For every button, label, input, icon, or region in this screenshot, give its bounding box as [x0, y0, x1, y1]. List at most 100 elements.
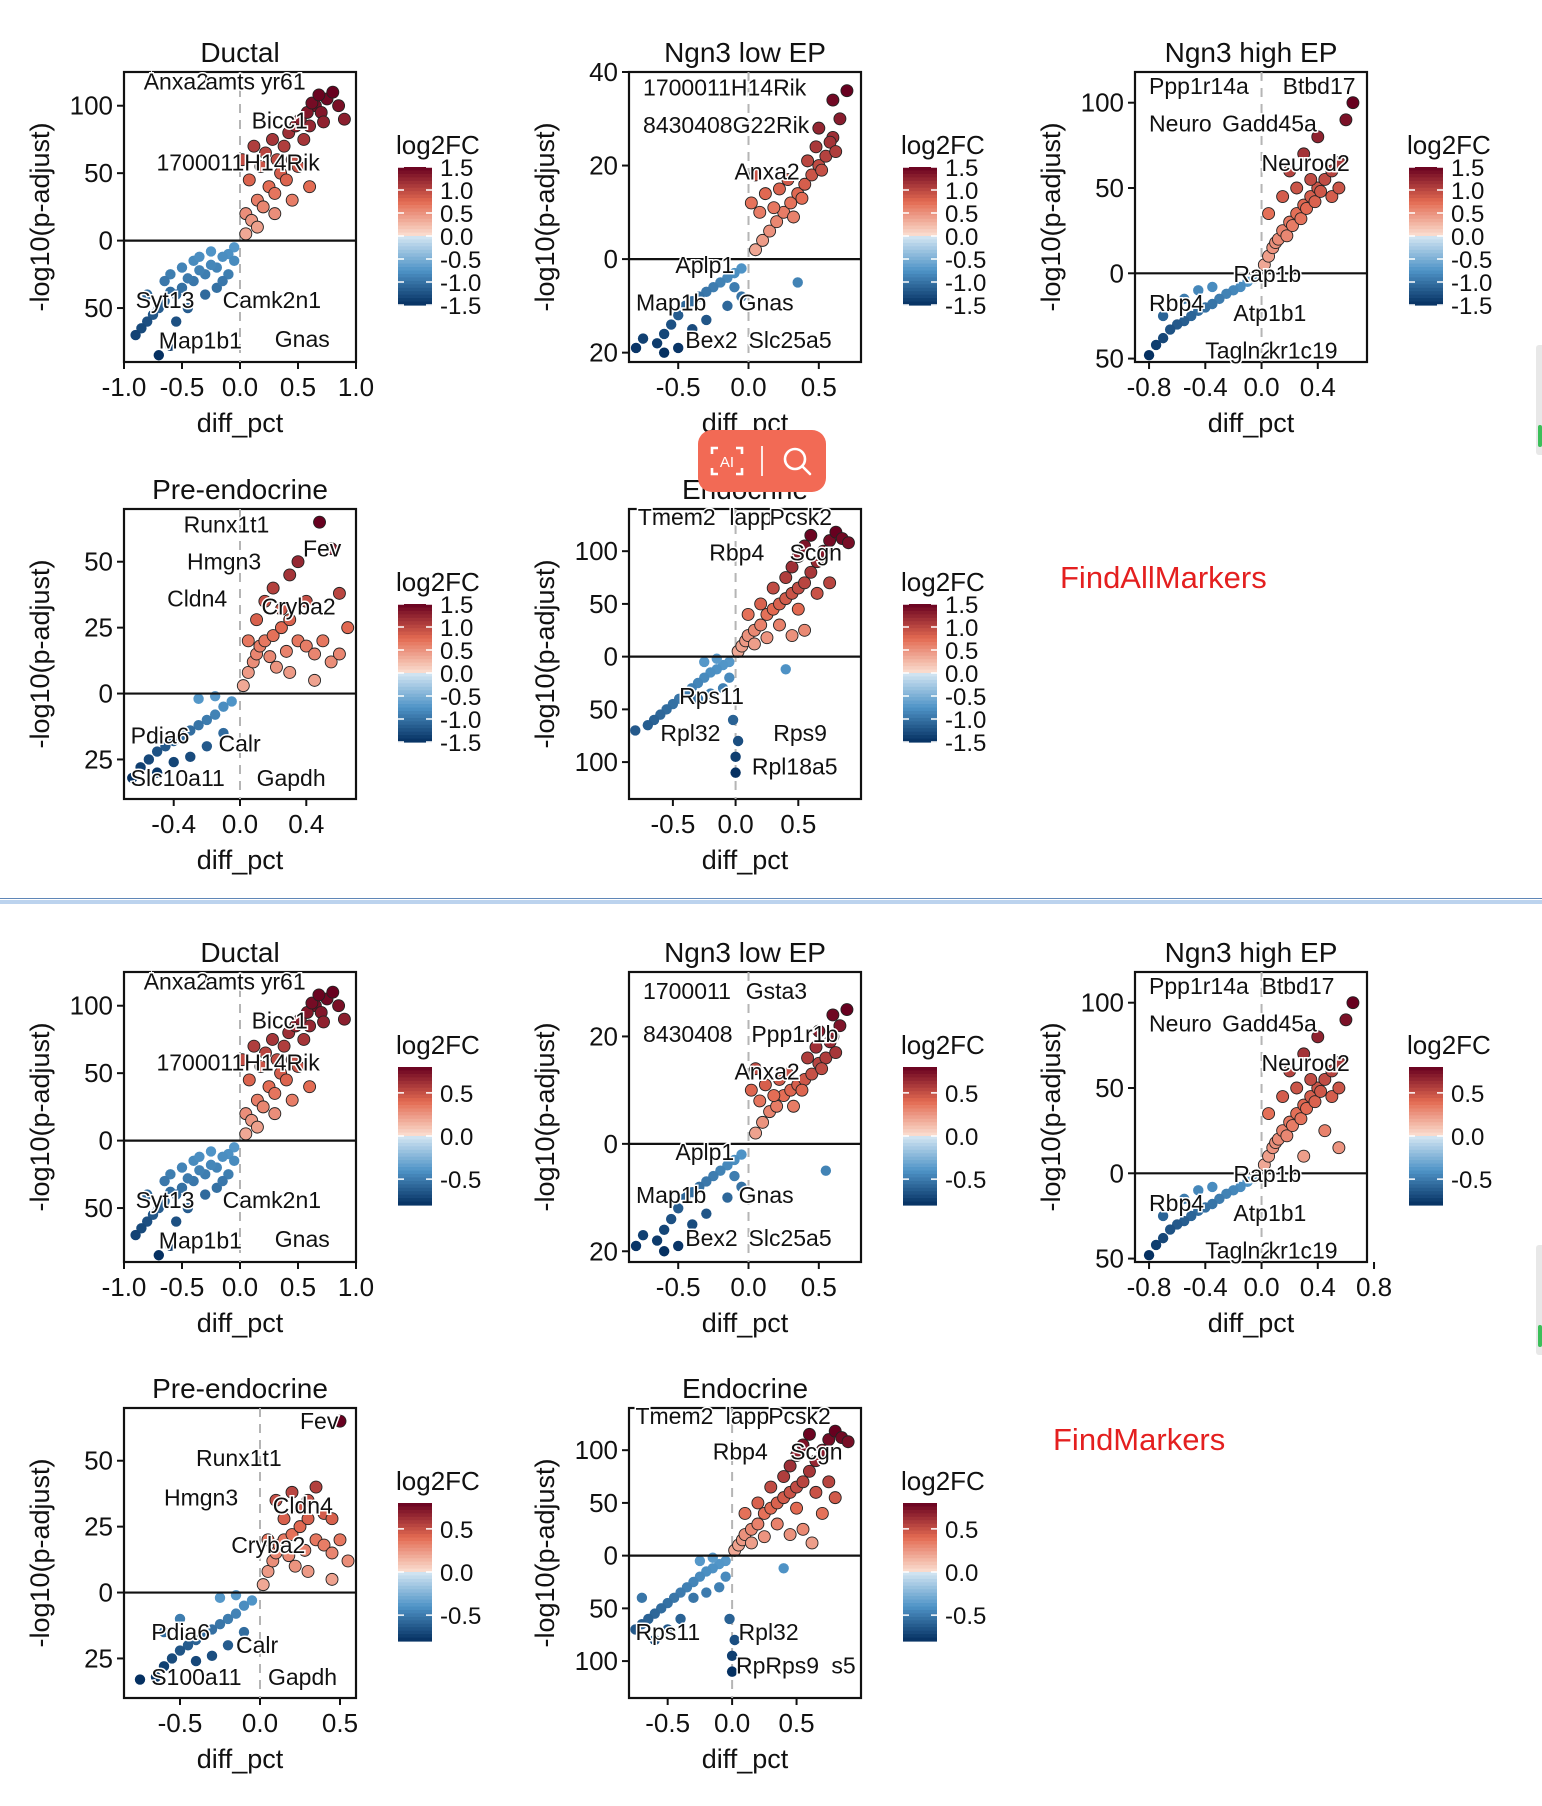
legend-color-step	[903, 1513, 937, 1518]
point-down	[708, 1170, 719, 1182]
legend-color-step	[1409, 194, 1443, 199]
legend-color-step	[398, 1139, 432, 1144]
legend-tick-label: -0.5	[945, 247, 986, 274]
y-tick-label: 0	[604, 642, 618, 672]
legend-color-step	[903, 714, 937, 719]
point-up	[1332, 1081, 1346, 1095]
point-down	[1193, 285, 1204, 296]
point-up	[784, 196, 798, 210]
point-up	[1297, 1047, 1311, 1061]
point-down	[658, 328, 670, 340]
point-up	[815, 1443, 829, 1457]
point-up	[1339, 1013, 1353, 1027]
legend-color-step	[398, 1561, 432, 1566]
point-down	[724, 1613, 735, 1625]
legend-color-step	[398, 277, 432, 282]
point-up	[326, 85, 340, 99]
point-up	[787, 1099, 800, 1113]
y-tick-label: 25	[84, 1512, 113, 1542]
legend-color-step	[398, 249, 432, 254]
point-down	[1143, 349, 1155, 361]
point-down	[217, 1151, 228, 1162]
side-scroll-tab[interactable]	[1536, 1245, 1542, 1355]
point-up	[242, 173, 256, 187]
legend-color-step	[1409, 167, 1443, 172]
legend-color-step	[903, 1534, 937, 1539]
legend-color-step	[398, 284, 432, 289]
point-up	[256, 1100, 270, 1114]
ai-scan-icon[interactable]: AI	[707, 441, 747, 481]
legend-color-step	[398, 1163, 432, 1168]
point-down	[630, 1624, 641, 1635]
x-tick-label: 0.0	[1243, 372, 1279, 402]
legend-color-step	[398, 1609, 432, 1614]
legend-color-step	[1409, 1201, 1443, 1206]
point-up	[810, 586, 824, 600]
legend-color-step	[903, 1080, 937, 1085]
x-tick-label: 0.5	[280, 372, 316, 402]
point-up	[261, 1533, 275, 1547]
x-tick-label: 0.8	[1356, 1272, 1392, 1302]
point-down	[792, 277, 803, 288]
panel-title: Pre-endocrine	[152, 474, 328, 505]
point-down	[246, 1595, 258, 1606]
search-icon[interactable]	[777, 441, 817, 481]
legend-color-step	[398, 669, 432, 674]
point-up	[277, 1512, 291, 1526]
point-up	[270, 660, 283, 674]
point-up	[301, 1512, 315, 1526]
legend-color-step	[398, 1637, 432, 1642]
gene-label: s5	[831, 1653, 855, 1679]
point-up	[809, 140, 823, 154]
plot-area	[1133, 970, 1369, 1264]
point-up	[247, 139, 261, 153]
point-down	[218, 701, 229, 712]
y-tick-label: 0	[1110, 1158, 1124, 1188]
plot-area	[627, 70, 863, 364]
point-up	[766, 581, 780, 595]
legend-color-step	[903, 1599, 937, 1604]
legend-title: log2FC	[1407, 130, 1491, 160]
point-up	[785, 629, 799, 642]
plot-area	[1133, 70, 1369, 364]
legend-color-step	[1409, 1077, 1443, 1082]
point-up	[239, 1127, 253, 1141]
legend-color-step	[1409, 1070, 1443, 1075]
point-down	[1157, 310, 1169, 322]
legend-tick-label: -0.5	[1451, 1167, 1492, 1194]
point-up	[235, 153, 249, 167]
legend-color-step	[398, 721, 432, 726]
legend-color-step	[398, 1173, 432, 1178]
point-up	[763, 224, 777, 238]
point-up	[805, 1536, 819, 1550]
panel-title: Ductal	[200, 37, 279, 68]
legend-tick-label: -0.5	[1451, 247, 1492, 274]
point-up	[1276, 190, 1290, 203]
legend-color-step	[903, 669, 937, 674]
legend-color-step	[398, 1070, 432, 1075]
point-down	[692, 693, 704, 705]
point-up	[337, 1012, 351, 1026]
point-up	[753, 1094, 767, 1108]
point-up	[268, 186, 282, 200]
legend-color-step	[903, 229, 937, 234]
point-down	[1207, 1181, 1218, 1193]
y-tick-label: 0	[604, 1541, 618, 1571]
legend-color-step	[903, 610, 937, 615]
point-up	[277, 1039, 291, 1053]
gene-label: Pcsk2	[768, 1403, 831, 1429]
gene-label: Neuro	[1149, 1011, 1212, 1037]
point-up	[317, 1015, 330, 1029]
point-up	[744, 196, 758, 210]
point-down	[1157, 1210, 1169, 1222]
side-scroll-tab[interactable]	[1536, 345, 1542, 455]
legend-color-step	[903, 1530, 937, 1535]
point-up	[259, 1046, 272, 1060]
point-up	[823, 576, 837, 590]
legend-color-step	[903, 693, 937, 698]
point-up	[308, 673, 322, 687]
point-up	[749, 243, 762, 257]
x-tick-label: -0.8	[1127, 1272, 1172, 1302]
legend-color-step	[398, 1585, 432, 1590]
